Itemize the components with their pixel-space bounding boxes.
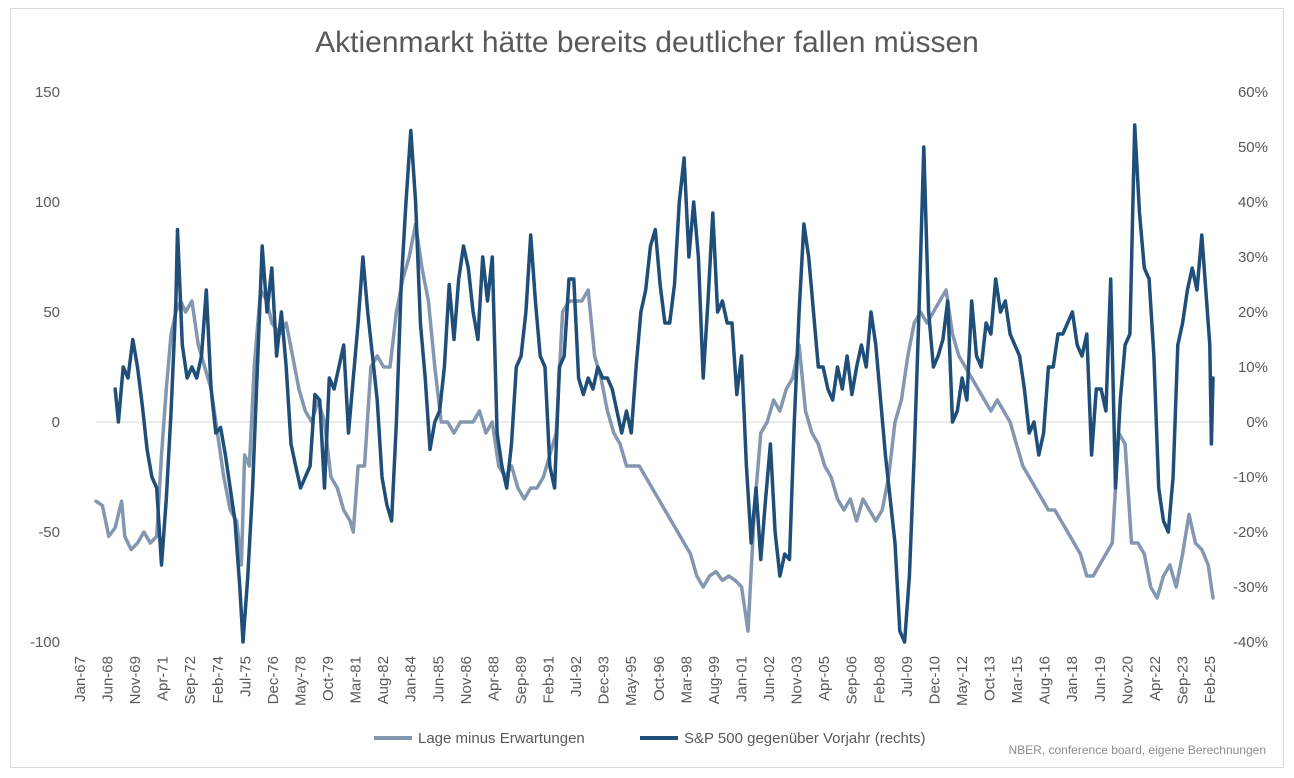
- series-sp500-line: [113, 123, 1215, 644]
- y-right-tick-label: 40%: [1238, 194, 1268, 211]
- chart-series-layer: [94, 123, 1215, 644]
- x-tick-label: May-78: [292, 656, 309, 706]
- x-tick-label: Sep-89: [513, 656, 530, 704]
- source-note: NBER, conference board, eigene Berechnun…: [1008, 743, 1266, 757]
- y-left-tick-label: 150: [35, 84, 60, 101]
- x-tick-label: Aug-16: [1037, 656, 1054, 704]
- x-tick-label: Apr-05: [816, 656, 833, 701]
- chart-frame: [10, 8, 1284, 768]
- x-tick-label: Feb-74: [210, 656, 227, 704]
- y-right-tick-label: 10%: [1238, 359, 1268, 376]
- y-right-tick-label: 0%: [1246, 414, 1268, 431]
- x-tick-label: Sep-06: [844, 656, 861, 704]
- chart-title: Aktienmarkt hätte bereits deutlicher fal…: [315, 26, 979, 59]
- x-tick-label: Jun-02: [761, 656, 778, 702]
- x-tick-label: Aug-99: [706, 656, 723, 704]
- chart-axes: -100 -50 0 50 100 150 -40% -30% -20% -10% 0% 10% 20%…: [30, 84, 1268, 706]
- y-right-tick-label: -30%: [1233, 579, 1268, 596]
- x-tick-label: Nov-69: [127, 656, 144, 704]
- x-tick-label: Dec-76: [265, 656, 282, 704]
- x-tick-label: Jun-68: [100, 656, 117, 702]
- x-tick-label: Nov-20: [1119, 656, 1136, 704]
- x-tick-label: Jan-67: [72, 656, 89, 702]
- x-tick-label: Apr-71: [155, 656, 172, 701]
- x-tick-label: Nov-86: [458, 656, 475, 704]
- x-tick-label: Jul-75: [237, 656, 254, 697]
- y-left-tick-label: 0: [52, 414, 60, 431]
- x-tick-label: May-95: [623, 656, 640, 706]
- x-tick-label: Mar-15: [1009, 656, 1026, 704]
- x-tick-label: Feb-25: [1202, 656, 1219, 704]
- x-tick-label: Dec-93: [596, 656, 613, 704]
- x-tick-label: Jun-85: [430, 656, 447, 702]
- x-tick-label: May-12: [954, 656, 971, 706]
- x-tick-label: Mar-81: [348, 656, 365, 704]
- x-tick-label: Jul-92: [568, 656, 585, 697]
- x-tick-label: Sep-23: [1174, 656, 1191, 704]
- y-left-tick-label: -50: [38, 524, 60, 541]
- x-tick-label: Oct-79: [320, 656, 337, 701]
- y-right-tick-label: -20%: [1233, 524, 1268, 541]
- x-tick-label: Sep-72: [182, 656, 199, 704]
- y-left-tick-label: 100: [35, 194, 60, 211]
- y-right-tick-label: 60%: [1238, 84, 1268, 101]
- x-tick-label: Feb-91: [541, 656, 558, 704]
- x-tick-label: Apr-22: [1147, 656, 1164, 701]
- x-tick-label: Dec-10: [926, 656, 943, 704]
- y-left-tick-label: 50: [43, 304, 60, 321]
- x-tick-label: Oct-96: [651, 656, 668, 701]
- x-tick-label: Jan-01: [733, 656, 750, 702]
- x-tick-label: Oct-13: [982, 656, 999, 701]
- x-tick-label: Jul-09: [899, 656, 916, 697]
- x-tick-label: Jun-19: [1092, 656, 1109, 702]
- chart-legend: Lage minus Erwartungen S&P 500 gegenüber …: [374, 730, 926, 747]
- x-tick-label: Apr-88: [485, 656, 502, 701]
- y-right-tick-label: 20%: [1238, 304, 1268, 321]
- x-tick-label: Nov-03: [789, 656, 806, 704]
- y-right-tick-label: 50%: [1238, 139, 1268, 156]
- x-tick-label: Jan-18: [1064, 656, 1081, 702]
- y-left-tick-label: -100: [30, 634, 60, 651]
- legend-label: Lage minus Erwartungen: [418, 730, 585, 747]
- x-tick-label: Feb-08: [871, 656, 888, 704]
- y-right-tick-label: 30%: [1238, 249, 1268, 266]
- y-right-tick-label: -40%: [1233, 634, 1268, 651]
- y-right-tick-label: -10%: [1233, 469, 1268, 486]
- x-tick-label: Jan-84: [403, 656, 420, 702]
- x-tick-label: Mar-98: [678, 656, 695, 704]
- x-tick-label: Aug-82: [375, 656, 392, 704]
- legend-label: S&P 500 gegenüber Vorjahr (rechts): [684, 730, 926, 747]
